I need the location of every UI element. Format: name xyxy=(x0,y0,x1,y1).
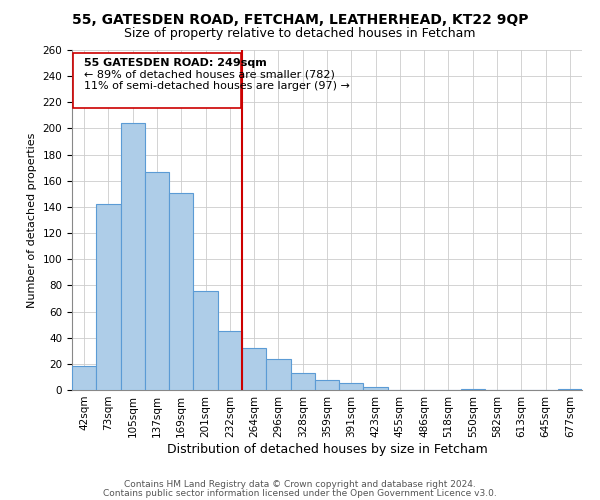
Bar xyxy=(364,388,388,390)
Text: Contains public sector information licensed under the Open Government Licence v3: Contains public sector information licen… xyxy=(103,488,497,498)
Y-axis label: Number of detached properties: Number of detached properties xyxy=(27,132,37,308)
Bar xyxy=(72,366,96,390)
Bar xyxy=(290,373,315,390)
Text: Contains HM Land Registry data © Crown copyright and database right 2024.: Contains HM Land Registry data © Crown c… xyxy=(124,480,476,489)
Bar xyxy=(266,358,290,390)
Bar xyxy=(145,172,169,390)
Text: 55, GATESDEN ROAD, FETCHAM, LEATHERHEAD, KT22 9QP: 55, GATESDEN ROAD, FETCHAM, LEATHERHEAD,… xyxy=(72,12,528,26)
Text: ← 89% of detached houses are smaller (782): ← 89% of detached houses are smaller (78… xyxy=(84,70,335,80)
X-axis label: Distribution of detached houses by size in Fetcham: Distribution of detached houses by size … xyxy=(167,442,487,456)
Bar xyxy=(339,384,364,390)
Bar xyxy=(242,348,266,390)
Bar xyxy=(558,388,582,390)
Text: 11% of semi-detached houses are larger (97) →: 11% of semi-detached houses are larger (… xyxy=(84,82,350,92)
Text: 55 GATESDEN ROAD: 249sqm: 55 GATESDEN ROAD: 249sqm xyxy=(84,58,267,68)
Bar xyxy=(96,204,121,390)
Bar xyxy=(315,380,339,390)
FancyBboxPatch shape xyxy=(73,52,241,108)
Bar xyxy=(218,331,242,390)
Bar xyxy=(193,290,218,390)
Bar xyxy=(169,192,193,390)
Bar xyxy=(461,388,485,390)
Bar xyxy=(121,123,145,390)
Text: Size of property relative to detached houses in Fetcham: Size of property relative to detached ho… xyxy=(124,28,476,40)
